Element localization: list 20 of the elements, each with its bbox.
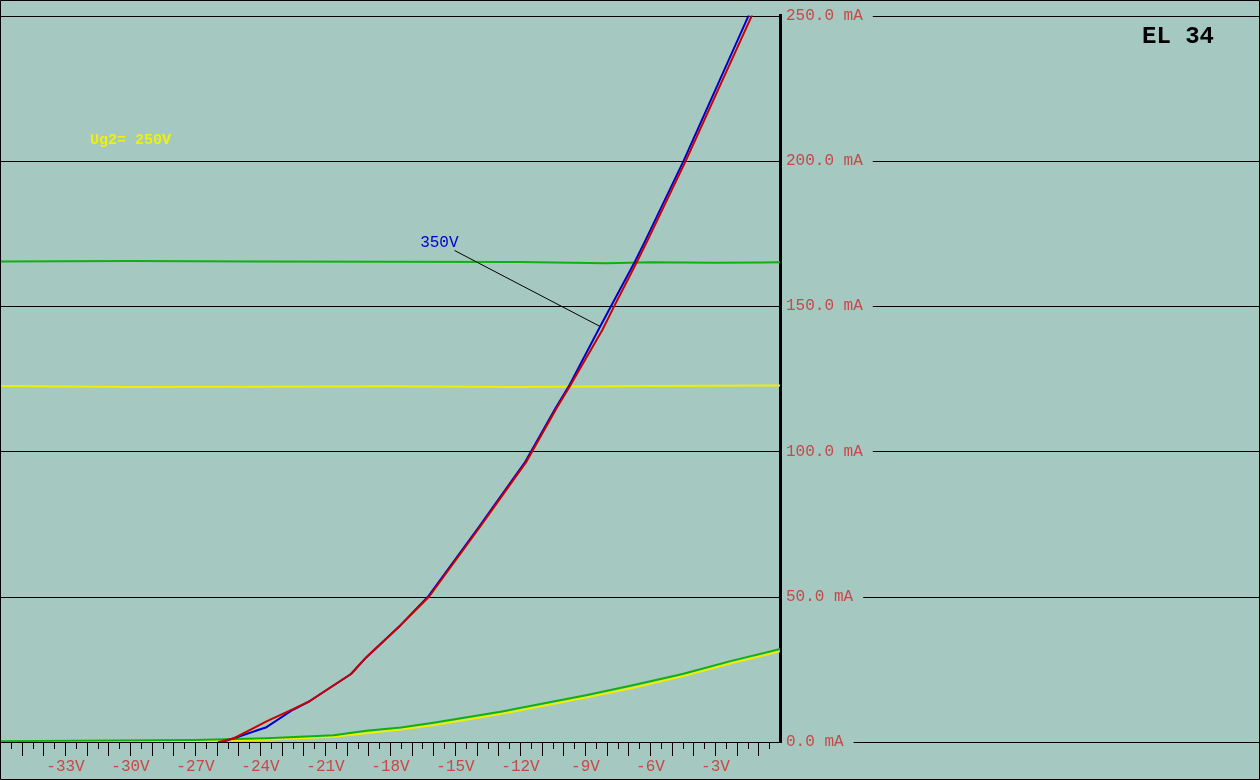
x-tick-label: -24V	[241, 758, 281, 777]
x-tick-label: -21V	[306, 758, 346, 777]
x-tick-label: -27V	[176, 758, 216, 777]
y-tick-label: 0.0 mA	[786, 733, 845, 752]
x-tick-label: -9V	[571, 758, 601, 777]
y-tick-label: 250.0 mA	[786, 6, 864, 25]
x-tick-label: -6V	[636, 758, 666, 777]
y-tick-label: 100.0 mA	[786, 442, 864, 461]
x-tick-label: -30V	[111, 758, 151, 777]
x-tick-label: -15V	[436, 758, 476, 777]
y-tick-label: 150.0 mA	[786, 297, 864, 316]
x-tick-label: -33V	[46, 758, 86, 777]
y-tick-label: 200.0 mA	[786, 152, 864, 171]
text: EL 34	[1141, 23, 1214, 51]
text: Ug2= 250V	[90, 131, 172, 149]
x-tick-label: -12V	[501, 758, 541, 777]
y-tick-label: 50.0 mA	[786, 587, 854, 606]
annotation: 350V	[420, 233, 459, 252]
x-tick-label: -3V	[701, 758, 731, 777]
x-tick-label: -18V	[371, 758, 411, 777]
